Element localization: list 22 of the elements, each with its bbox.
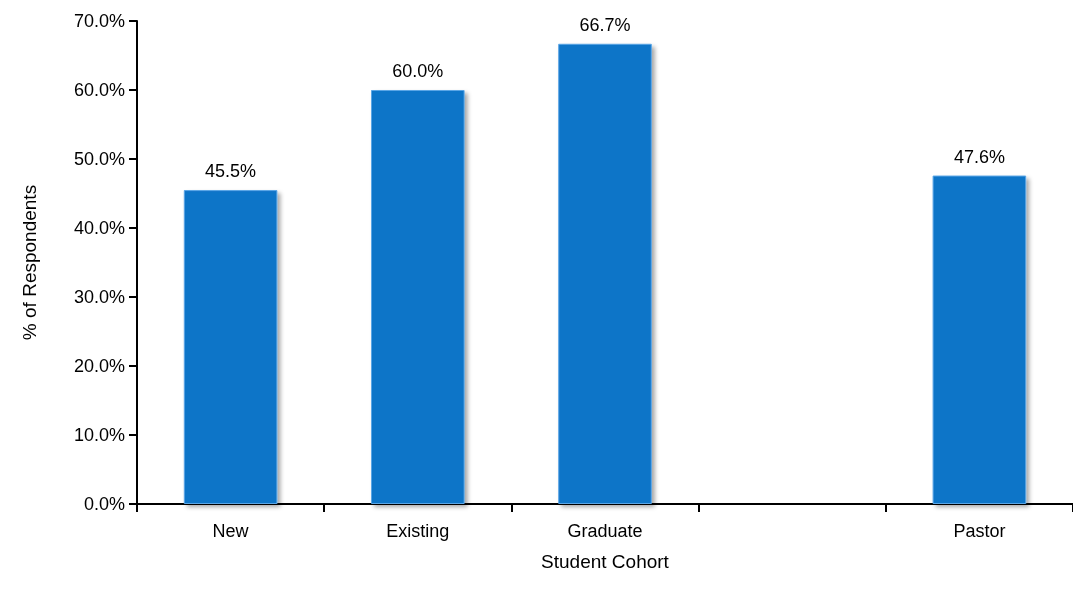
x-tick-label: New xyxy=(212,521,250,541)
y-tick-label: 40.0% xyxy=(73,218,125,238)
bar xyxy=(932,175,1027,504)
x-tick-label: Existing xyxy=(386,521,450,541)
bar xyxy=(371,90,465,504)
y-tick-label: 50.0% xyxy=(73,149,125,169)
x-tick-label: Pastor xyxy=(953,521,1006,541)
y-tick-label: 10.0% xyxy=(73,425,125,445)
x-axis-title: Student Cohort xyxy=(541,551,670,572)
y-tick-label: 60.0% xyxy=(73,80,125,100)
y-tick-label: 0.0% xyxy=(83,494,125,514)
y-axis-title: % of Respondents xyxy=(19,184,40,341)
x-tick-label: Graduate xyxy=(567,521,643,541)
bar xyxy=(558,43,652,504)
data-label: 45.5% xyxy=(205,161,257,182)
bar xyxy=(183,190,278,504)
y-tick-label: 20.0% xyxy=(73,356,125,376)
data-label: 66.7% xyxy=(579,14,631,35)
y-tick-label: 30.0% xyxy=(73,287,125,307)
data-label: 47.6% xyxy=(953,146,1005,167)
data-label: 60.0% xyxy=(392,61,444,81)
y-tick-label: 70.0% xyxy=(73,11,125,31)
